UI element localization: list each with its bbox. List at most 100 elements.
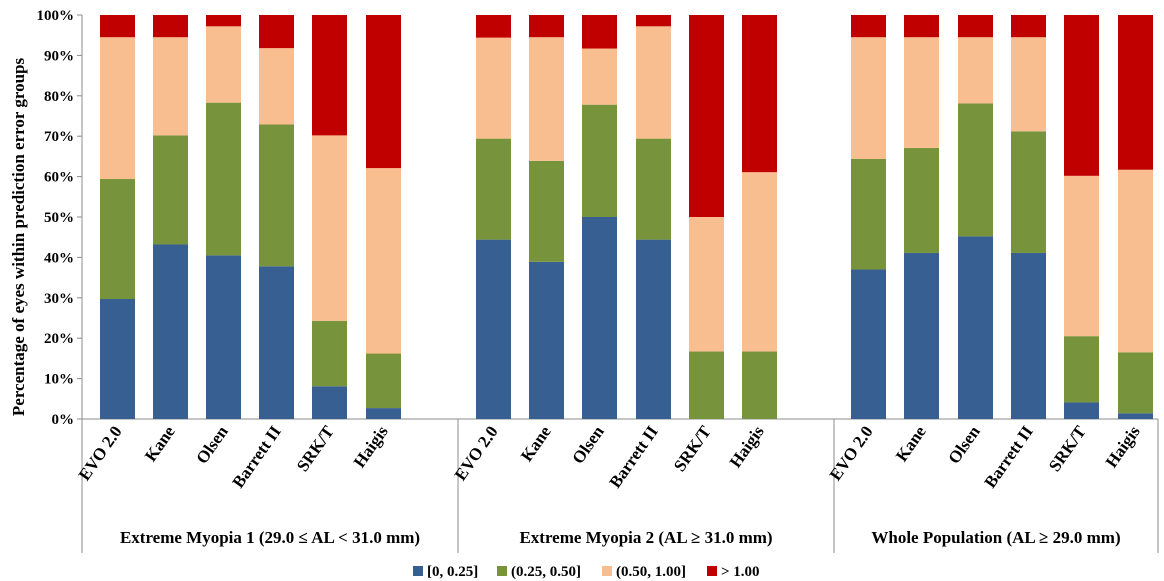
bar-segment (153, 135, 188, 245)
bar-segment (958, 103, 993, 237)
group-label: Extreme Myopia 1 (29.0 ≤ AL < 31.0 mm) (120, 528, 420, 547)
bar-segment (476, 138, 511, 240)
y-tick-label: 30% (44, 291, 74, 307)
y-tick-label: 90% (44, 48, 74, 64)
bar-segment (742, 172, 777, 352)
bar-segment (689, 351, 724, 419)
bar-segment (153, 244, 188, 419)
bar-segment (689, 217, 724, 352)
category-label: SRK/T (670, 422, 715, 475)
bar-segment (1118, 352, 1153, 414)
bar-segment (529, 261, 564, 419)
category-label: Olsen (568, 422, 608, 467)
bar-segment (1011, 15, 1046, 38)
category-label: Barrett II (980, 422, 1036, 491)
bar-segment (100, 179, 135, 300)
category-label: Kane (517, 422, 555, 465)
y-tick-label: 50% (44, 210, 74, 226)
bar-segment (851, 15, 886, 38)
bar-segment (1064, 15, 1099, 176)
bar-segment (851, 158, 886, 270)
bar-segment (1118, 413, 1153, 419)
bar-segment (100, 299, 135, 419)
bar-segment (366, 168, 401, 354)
bar-segment (259, 124, 294, 267)
category-label: Haigis (726, 422, 768, 471)
bar-segment (259, 48, 294, 125)
bar-segment (1011, 131, 1046, 253)
legend-swatch (497, 566, 507, 576)
bar-segment (636, 239, 671, 419)
y-axis-title: Percentage of eyes within prediction err… (9, 58, 28, 417)
category-label: Haigis (350, 422, 392, 471)
bar-segment (904, 15, 939, 38)
bar-segment (851, 37, 886, 159)
bar-segment (1118, 15, 1153, 170)
bar-segment (153, 15, 188, 38)
group-label: Extreme Myopia 2 (AL ≥ 31.0 mm) (519, 528, 772, 547)
bar-segment (153, 37, 188, 136)
y-tick-label: 80% (44, 89, 74, 105)
bars-layer (100, 15, 1153, 419)
legend-swatch (413, 566, 423, 576)
y-tick-label: 0% (52, 412, 75, 428)
bar-segment (958, 15, 993, 38)
group-label: Whole Population (AL ≥ 29.0 mm) (871, 528, 1120, 547)
bar-segment (1064, 336, 1099, 403)
bar-segment (636, 26, 671, 139)
bar-segment (1064, 402, 1099, 419)
bar-segment (206, 255, 241, 419)
bar-segment (904, 37, 939, 148)
bar-segment (366, 353, 401, 409)
bar-segment (958, 37, 993, 104)
bar-segment (1064, 175, 1099, 337)
bar-segment (689, 15, 724, 217)
bar-segment (742, 15, 777, 173)
bar-segment (100, 15, 135, 38)
bar-segment (312, 135, 347, 321)
bar-segment (529, 37, 564, 161)
legend-label: [0, 0.25] (427, 564, 478, 580)
y-tick-label: 10% (44, 372, 74, 388)
bar-segment (851, 269, 886, 419)
bar-segment (904, 252, 939, 419)
bar-segment (958, 236, 993, 419)
bar-segment (312, 320, 347, 387)
category-label: Barrett II (605, 422, 661, 491)
category-label: Barrett II (228, 422, 284, 491)
bar-segment (582, 15, 617, 49)
bar-segment (529, 160, 564, 262)
bar-segment (312, 15, 347, 136)
legend-label: (0.25, 0.50] (511, 564, 581, 580)
bar-segment (742, 351, 777, 419)
bar-segment (582, 48, 617, 105)
bar-segment (312, 386, 347, 419)
category-label: SRK/T (293, 422, 338, 475)
y-tick-label: 100% (37, 8, 75, 24)
bar-segment (1118, 169, 1153, 353)
y-tick-label: 60% (44, 170, 74, 186)
bar-segment (636, 15, 671, 27)
bar-segment (206, 102, 241, 256)
category-label: Haigis (1102, 422, 1144, 471)
bar-segment (476, 37, 511, 139)
bar-segment (529, 15, 564, 38)
bar-segment (100, 37, 135, 180)
bar-segment (259, 15, 294, 49)
legend-label: > 1.00 (721, 564, 760, 580)
category-label: Kane (892, 422, 930, 465)
legend-swatch (602, 566, 612, 576)
bar-segment (582, 217, 617, 419)
legend-label: (0.50, 1.00] (616, 564, 686, 580)
bar-segment (1011, 252, 1046, 419)
category-label: EVO 2.0 (826, 422, 877, 484)
bar-segment (366, 15, 401, 169)
y-tick-label: 20% (44, 331, 74, 347)
bar-segment (636, 138, 671, 240)
bar-segment (1011, 37, 1046, 132)
bar-segment (206, 15, 241, 27)
legend-swatch (707, 566, 717, 576)
bar-segment (206, 26, 241, 103)
